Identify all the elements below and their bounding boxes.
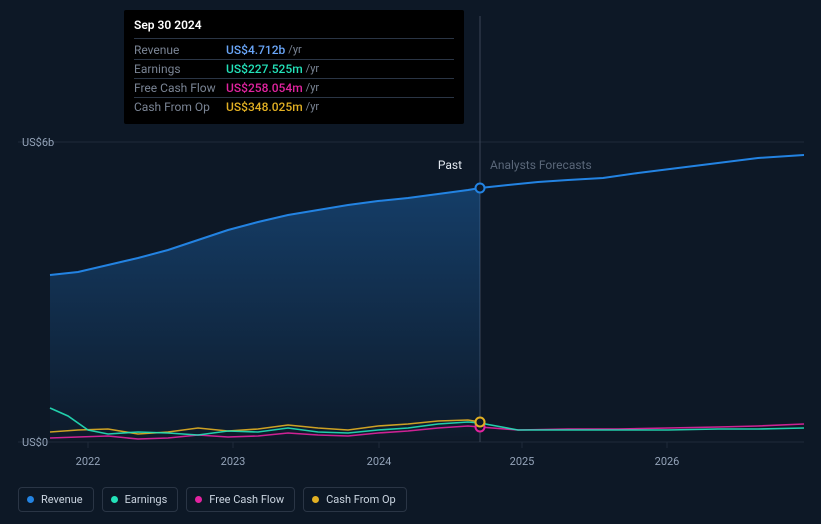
y-axis-label: US$0 bbox=[22, 436, 48, 449]
legend-dot-icon bbox=[195, 496, 202, 503]
tooltip-row-suffix: /yr bbox=[306, 100, 319, 114]
period-label-forecast: Analysts Forecasts bbox=[490, 158, 592, 172]
tooltip-row: EarningsUS$227.525m/yr bbox=[134, 60, 454, 79]
x-axis-label: 2026 bbox=[655, 455, 680, 468]
tooltip-row-value: US$4.712b bbox=[226, 43, 285, 57]
y-axis-label: US$6b bbox=[22, 136, 54, 149]
legend-dot-icon bbox=[111, 496, 118, 503]
tooltip-row-suffix: /yr bbox=[306, 81, 319, 95]
tooltip-row-suffix: /yr bbox=[288, 43, 301, 57]
legend-item-label: Cash From Op bbox=[326, 493, 396, 506]
tooltip-row: Cash From OpUS$348.025m/yr bbox=[134, 98, 454, 116]
legend-item-label: Free Cash Flow bbox=[209, 493, 284, 506]
legend-item-earnings[interactable]: Earnings bbox=[102, 487, 179, 512]
tooltip-row-value: US$227.525m bbox=[226, 62, 303, 76]
tooltip-row-value: US$258.054m bbox=[226, 81, 303, 95]
tooltip-row: RevenueUS$4.712b/yr bbox=[134, 41, 454, 60]
x-axis-label: 2024 bbox=[367, 455, 392, 468]
tooltip-row-label: Free Cash Flow bbox=[134, 81, 226, 95]
legend-dot-icon bbox=[27, 496, 34, 503]
legend-item-label: Earnings bbox=[125, 493, 168, 506]
tooltip-rows: RevenueUS$4.712b/yrEarningsUS$227.525m/y… bbox=[134, 41, 454, 116]
tooltip-row-label: Cash From Op bbox=[134, 100, 226, 114]
tooltip-title: Sep 30 2024 bbox=[134, 18, 454, 39]
legend-dot-icon bbox=[312, 496, 319, 503]
chart-legend: Revenue Earnings Free Cash Flow Cash From O… bbox=[18, 487, 407, 512]
legend-item-free_cash_flow[interactable]: Free Cash Flow bbox=[186, 487, 295, 512]
legend-item-cash_from_op[interactable]: Cash From Op bbox=[303, 487, 407, 512]
tooltip-row-label: Earnings bbox=[134, 62, 226, 76]
chart-tooltip: Sep 30 2024 RevenueUS$4.712b/yrEarningsU… bbox=[124, 10, 464, 124]
x-axis-label: 2022 bbox=[76, 455, 101, 468]
legend-item-label: Revenue bbox=[41, 493, 83, 506]
x-axis-label: 2025 bbox=[510, 455, 535, 468]
period-label-past: Past bbox=[438, 158, 462, 172]
tooltip-row-value: US$348.025m bbox=[226, 100, 303, 114]
legend-item-revenue[interactable]: Revenue bbox=[18, 487, 94, 512]
tooltip-row: Free Cash FlowUS$258.054m/yr bbox=[134, 79, 454, 98]
x-axis-label: 2023 bbox=[221, 455, 246, 468]
tooltip-row-label: Revenue bbox=[134, 43, 226, 57]
tooltip-row-suffix: /yr bbox=[306, 62, 319, 76]
